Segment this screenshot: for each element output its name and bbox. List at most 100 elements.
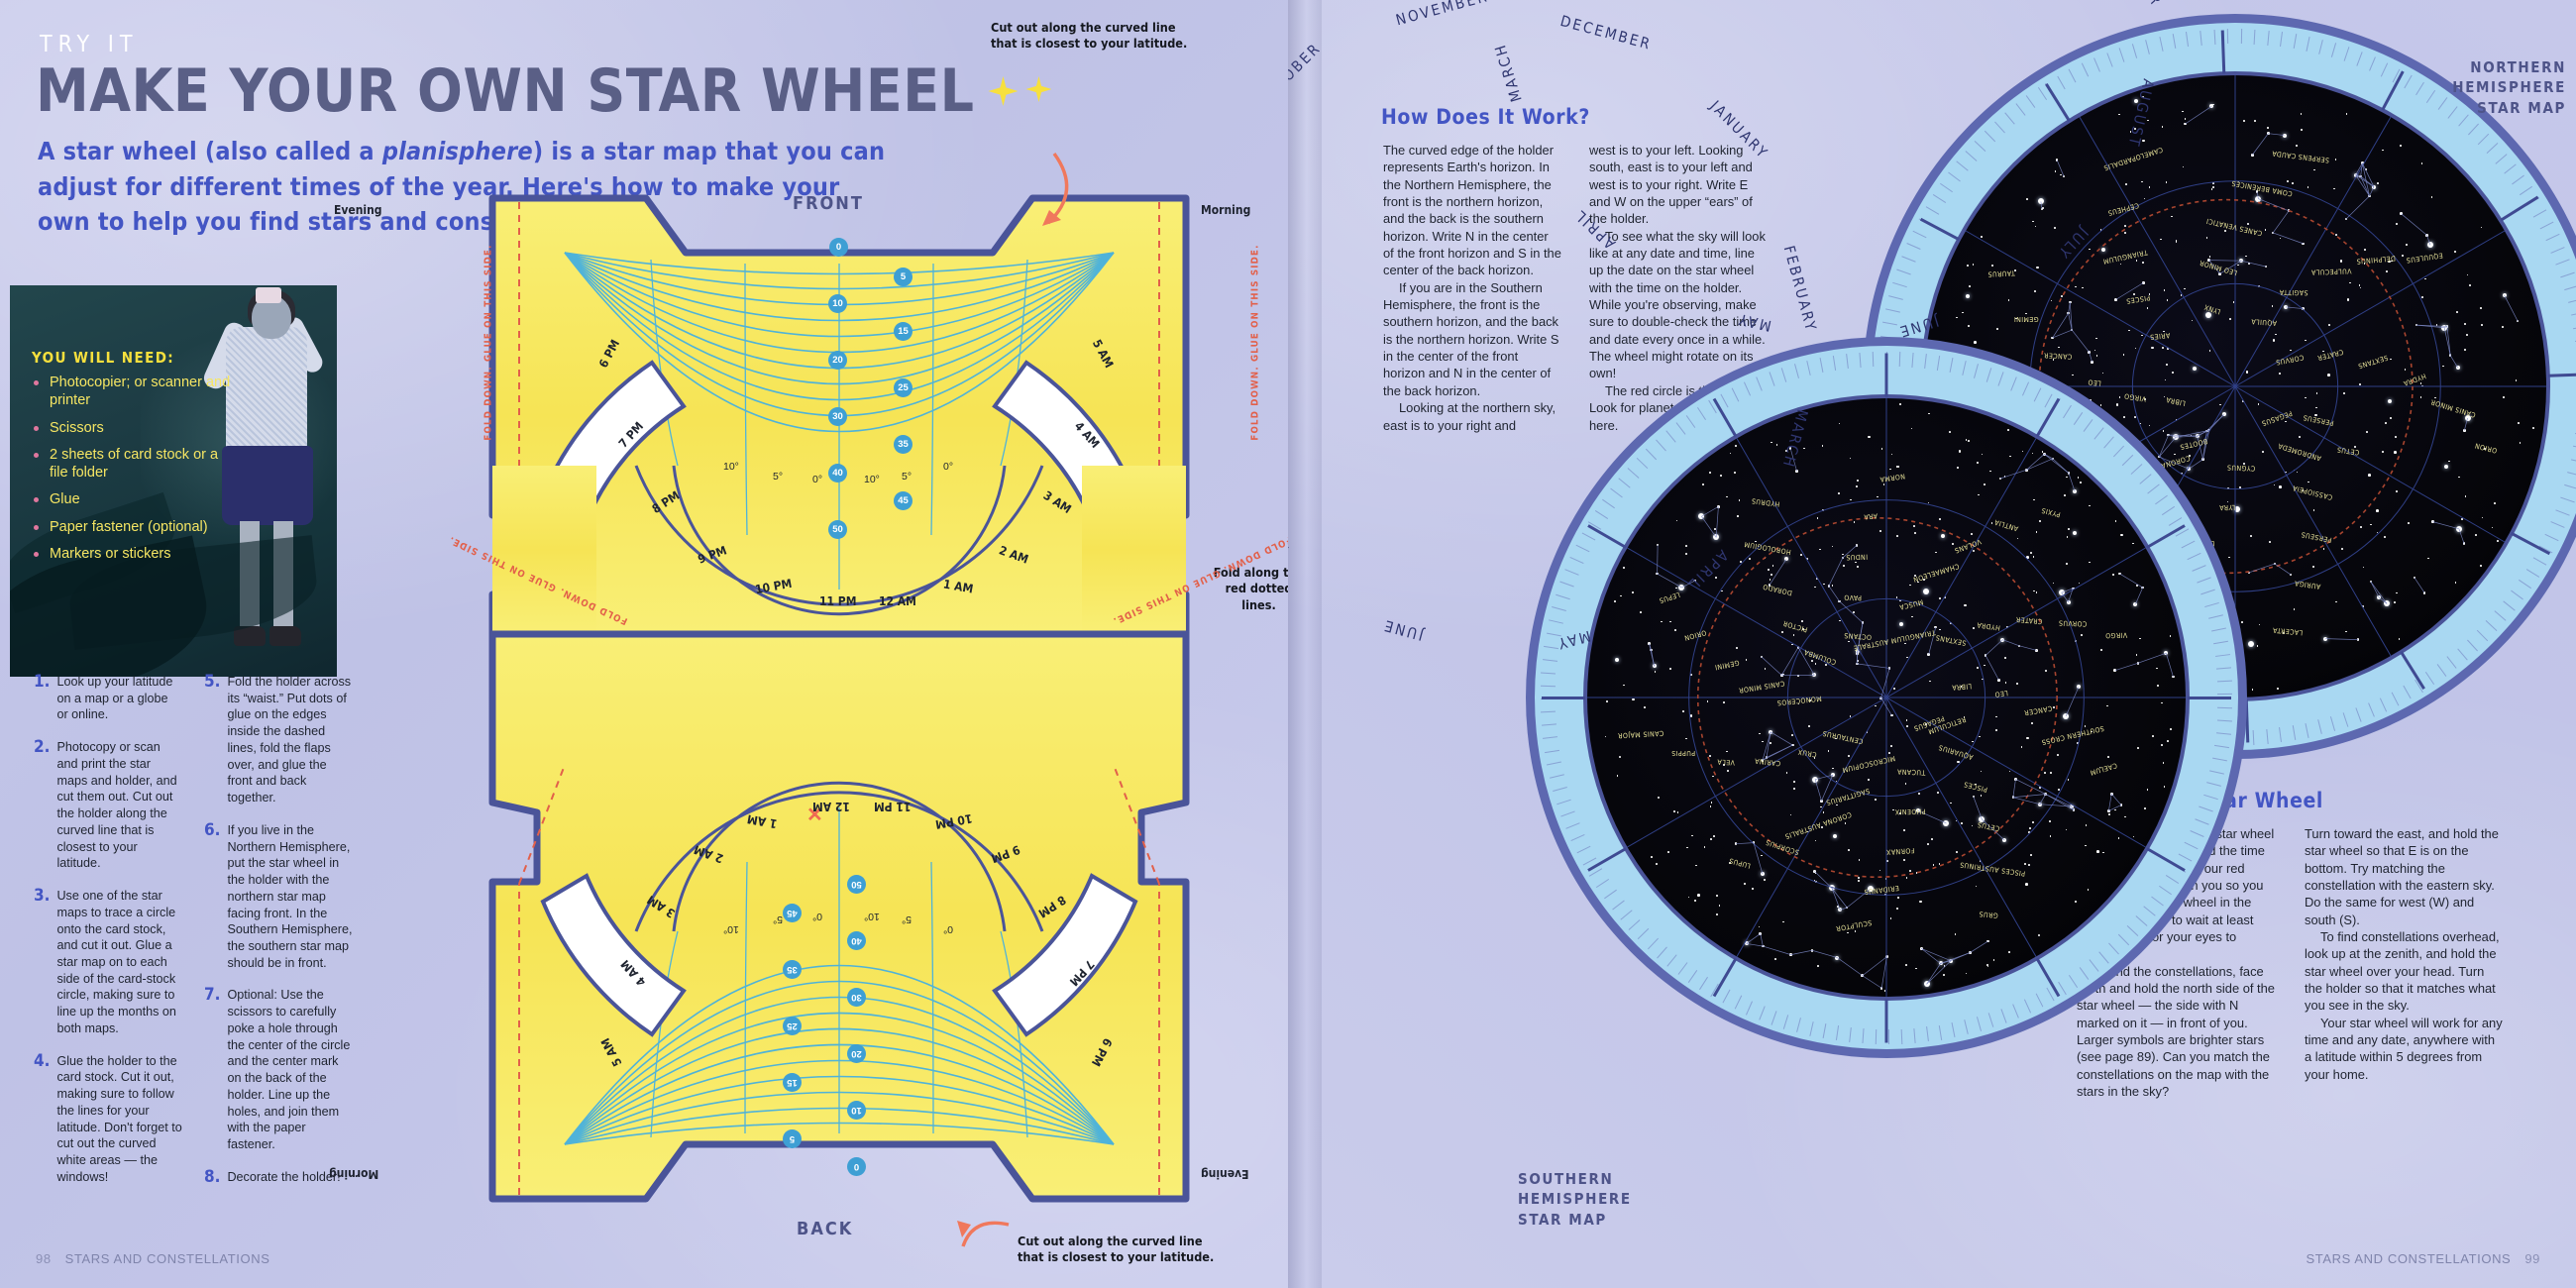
star-point <box>2072 374 2075 376</box>
star-point <box>1824 664 1827 667</box>
star-point <box>2447 460 2450 463</box>
caption-line: SOUTHERN <box>1518 1170 1614 1188</box>
star-point <box>1996 328 1999 330</box>
star-point <box>1816 578 1818 581</box>
star-point <box>2321 350 2324 353</box>
step-item: 3. Use one of the star maps to trace a c… <box>34 887 182 1037</box>
star-point <box>1939 518 1941 520</box>
star-point <box>2156 685 2159 688</box>
star-point <box>2134 128 2136 130</box>
star-point <box>1855 561 1858 564</box>
star-point <box>1714 527 1717 530</box>
star-point <box>2114 298 2118 301</box>
month-label: NOVEMBER <box>1393 0 1491 30</box>
morning-label-bottom: Morning <box>329 1167 379 1181</box>
star-point <box>1867 886 1874 893</box>
star-point <box>2466 273 2469 276</box>
star-point <box>2095 355 2098 357</box>
list-item: Paper fastener (optional) <box>34 518 232 536</box>
star-point <box>1927 843 1929 845</box>
star-point <box>1835 804 1838 806</box>
star-point <box>1716 894 1718 897</box>
star-point <box>2313 413 2317 417</box>
star-point <box>2443 465 2448 470</box>
star-point <box>1896 897 1899 900</box>
star-point <box>2363 249 2366 252</box>
star-point <box>2312 509 2315 511</box>
star-point <box>2032 556 2035 558</box>
star-point <box>2491 526 2494 529</box>
back-label: BACK <box>797 1219 854 1239</box>
star-point <box>1967 265 1970 267</box>
star-point <box>1854 930 1857 932</box>
star-point <box>1981 453 1984 456</box>
star-point <box>2007 428 2009 431</box>
star-point <box>1736 515 1739 518</box>
star-point <box>1955 819 1958 822</box>
star-point <box>1623 566 1625 569</box>
star-point <box>2426 557 2429 560</box>
star-point <box>2125 182 2127 185</box>
star-point <box>1975 885 1978 888</box>
star-point <box>1831 584 1834 587</box>
star-point <box>1613 600 1616 603</box>
star-point <box>2119 263 2122 266</box>
star-point <box>2026 736 2029 740</box>
star-point <box>1667 851 1669 853</box>
star-point <box>1849 714 1852 717</box>
star-point <box>2095 850 2099 853</box>
star-point <box>1744 941 1749 946</box>
star-point <box>1685 545 1687 547</box>
star-point <box>2305 396 2307 399</box>
star-point <box>2063 712 2070 719</box>
star-point <box>2148 186 2151 188</box>
star-point <box>1684 737 1687 740</box>
star-point <box>1714 577 1717 579</box>
star-point <box>1849 457 1852 460</box>
star-point <box>2339 259 2343 263</box>
star-point <box>2133 99 2138 104</box>
star-point <box>2246 372 2249 375</box>
star-point <box>2028 830 2031 833</box>
star-point <box>2278 372 2281 375</box>
star-point <box>1723 701 1725 704</box>
star-point <box>2134 347 2137 350</box>
star-point <box>1915 872 1918 874</box>
morning-label-top: Morning <box>1201 203 1251 217</box>
star-point <box>2312 565 2314 568</box>
star-point <box>2182 110 2184 113</box>
star-point <box>1656 863 1659 865</box>
star-point <box>2468 284 2471 287</box>
latitude-badge: 20 <box>847 1044 866 1063</box>
star-point <box>1913 524 1916 527</box>
star-point <box>1888 752 1890 755</box>
star-point <box>1906 656 1909 659</box>
step-item: 7. Optional: Use the scissors to careful… <box>204 987 353 1152</box>
star-point <box>1737 514 1740 517</box>
star-point <box>1984 664 1986 667</box>
star-point <box>1896 907 1899 910</box>
star-point <box>1972 740 1974 743</box>
star-point <box>2066 535 2069 538</box>
star-point <box>2480 226 2483 229</box>
star-point <box>2041 451 2044 453</box>
star-point <box>1974 340 1977 344</box>
star-point <box>1827 585 1831 588</box>
star-point <box>2054 227 2057 229</box>
star-point <box>2056 754 2059 757</box>
star-point <box>1620 594 1622 597</box>
star-point <box>1941 533 1946 538</box>
star-point <box>1990 521 1993 524</box>
star-point <box>2346 297 2350 301</box>
using-col-2: Turn toward the east, and hold the star … <box>2305 825 2503 1083</box>
star-point <box>1820 805 1822 808</box>
deck-pre: A star wheel (also called a <box>38 137 382 165</box>
star-point <box>1833 833 1838 838</box>
star-point <box>2262 451 2264 453</box>
star-point <box>1909 584 1911 587</box>
star-point <box>2124 232 2126 235</box>
star-point <box>2039 787 2041 790</box>
star-point <box>2075 285 2078 288</box>
star-point <box>1835 780 1838 783</box>
star-point <box>2404 369 2407 372</box>
